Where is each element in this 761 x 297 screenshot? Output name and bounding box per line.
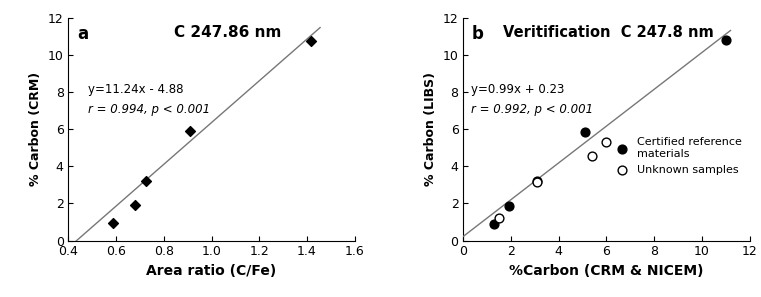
Text: b: b (472, 25, 484, 42)
Text: a: a (77, 25, 88, 42)
Text: y=0.99x + 0.23: y=0.99x + 0.23 (470, 83, 564, 96)
Legend: Certified reference
materials, Unknown samples: Certified reference materials, Unknown s… (609, 135, 744, 177)
Point (107, 221, 119, 225)
Text: r = 0.992, p < 0.001: r = 0.992, p < 0.001 (470, 103, 593, 116)
Point (129, 203, 142, 208)
Unknown samples (600, 140, 613, 145)
Unknown samples (531, 180, 543, 184)
X-axis label: %Carbon (CRM & NICEM): %Carbon (CRM & NICEM) (509, 264, 704, 278)
Text: C 247.86 nm: C 247.86 nm (174, 25, 282, 40)
Text: y=11.24x - 4.88: y=11.24x - 4.88 (88, 83, 183, 96)
Point (184, 129, 196, 133)
Certified reference
materials (489, 222, 501, 226)
X-axis label: Area ratio (C/Fe): Area ratio (C/Fe) (146, 264, 277, 278)
Certified reference
materials (502, 204, 514, 208)
Text: Veritification  C 247.8 nm: Veritification C 247.8 nm (504, 25, 715, 40)
Point (304, 39, 317, 43)
Text: r = 0.994, p < 0.001: r = 0.994, p < 0.001 (88, 103, 210, 116)
Unknown samples (586, 154, 598, 159)
Certified reference
materials (579, 129, 591, 134)
Certified reference
materials (531, 179, 543, 184)
Point (140, 179, 152, 184)
Certified reference
materials (720, 38, 732, 42)
Unknown samples (493, 216, 505, 221)
Y-axis label: % Carbon (CRM): % Carbon (CRM) (29, 72, 42, 186)
Y-axis label: % Carbon (LIBS): % Carbon (LIBS) (424, 72, 437, 186)
